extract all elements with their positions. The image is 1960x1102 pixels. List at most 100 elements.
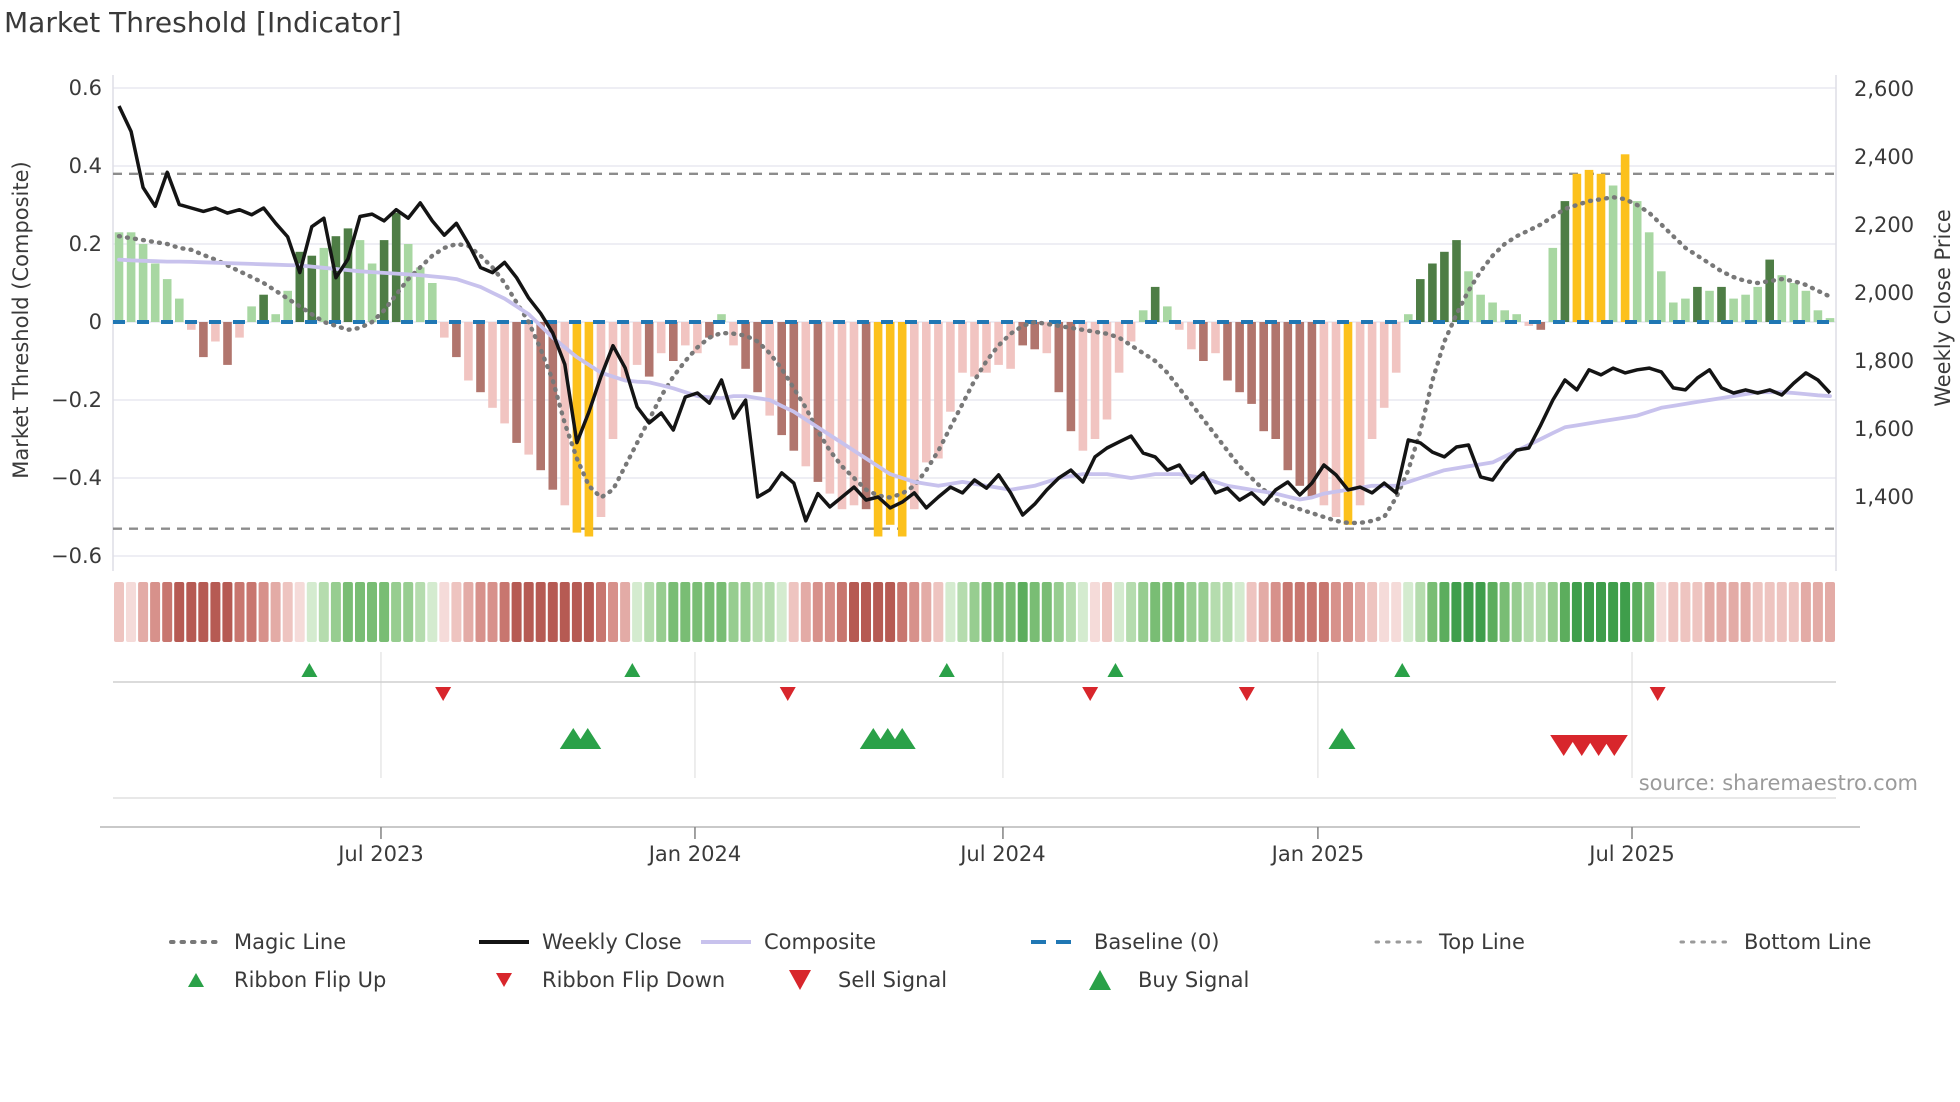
x-tick-label: Jan 2024: [647, 842, 742, 866]
ribbon-cell: [282, 582, 293, 642]
triangle-up-icon: [1089, 970, 1111, 990]
ribbon-cell: [1126, 582, 1137, 642]
sell-signal-marker: [1550, 735, 1578, 756]
bar: [1825, 318, 1835, 322]
bar: [1452, 240, 1461, 322]
bar: [1620, 154, 1630, 322]
right-tick-label: 1,600: [1854, 417, 1914, 441]
buy-signal-marker: [574, 728, 602, 749]
bar: [548, 322, 558, 490]
legend-item-ribbon-flip-up: Ribbon Flip Up: [168, 966, 386, 994]
ribbon-cell: [1065, 582, 1076, 642]
left-tick-label: 0.2: [69, 232, 102, 256]
bar: [367, 263, 377, 322]
left-tick-label: 0.4: [69, 154, 102, 178]
bar: [235, 322, 244, 338]
ribbon-cell: [246, 582, 257, 642]
ribbon-cell: [150, 582, 161, 642]
legend-label: Sell Signal: [838, 968, 948, 992]
bar: [1211, 322, 1220, 354]
ribbon-cell: [463, 582, 474, 642]
bar: [187, 322, 196, 330]
bar: [1464, 271, 1473, 322]
bar: [1199, 322, 1208, 361]
legend-item-weekly-close: Weekly Close: [476, 928, 682, 956]
ribbon-cell: [849, 582, 859, 642]
legend-item-top-line: Top Line: [1373, 928, 1525, 956]
ribbon-cell: [439, 582, 450, 642]
ribbon-cell: [1355, 582, 1365, 642]
ribbon-cell: [391, 582, 402, 642]
x-tick-label: Jan 2025: [1270, 842, 1365, 866]
ribbon-cell: [1306, 582, 1317, 642]
bar: [1813, 310, 1823, 322]
bar: [572, 322, 582, 533]
bar: [126, 232, 136, 322]
ribbon-cell: [1041, 582, 1052, 642]
bar: [1681, 298, 1690, 322]
ribbon-cell: [198, 582, 209, 642]
bar: [259, 294, 268, 322]
bar: [428, 283, 437, 322]
ribbon-cell: [1656, 582, 1667, 642]
ribbon-cell: [1210, 582, 1221, 642]
bar: [1657, 271, 1666, 322]
bar: [1789, 283, 1799, 322]
ribbon-cell: [668, 582, 679, 642]
bar: [910, 322, 919, 510]
ribbon-cell: [138, 582, 149, 642]
ribbon-cell: [885, 582, 896, 642]
bar: [1693, 286, 1702, 322]
ribbon-cell: [583, 582, 594, 642]
sell-signal-marker: [1600, 735, 1628, 756]
bar: [705, 322, 714, 338]
ribbon-cell: [1499, 582, 1510, 642]
bar: [1536, 322, 1546, 330]
ribbon-cell: [270, 582, 281, 642]
bar: [1018, 322, 1027, 346]
bar: [1235, 322, 1244, 393]
left-tick-label: −0.2: [51, 388, 102, 412]
solid-line-icon: [479, 940, 529, 944]
left-tick-label: 0: [89, 310, 102, 334]
ribbon-cell: [969, 582, 980, 642]
right-tick-label: 2,400: [1854, 145, 1914, 169]
dotted-line-icon: [1679, 940, 1733, 944]
bar: [1163, 306, 1172, 322]
ribbon-cell: [1234, 582, 1245, 642]
ribbon-cell: [499, 582, 510, 642]
ribbon-cell: [1282, 582, 1293, 642]
bar: [970, 322, 979, 377]
ribbon-cell: [330, 582, 341, 642]
ribbon-cell: [1608, 582, 1619, 642]
ribbon-cell: [1222, 582, 1233, 642]
ribbon-cell: [897, 582, 908, 642]
ribbon-cell: [1559, 582, 1570, 642]
ribbon-cell: [1270, 582, 1281, 642]
ribbon-cell: [1150, 582, 1161, 642]
right-tick-label: 2,200: [1854, 213, 1914, 237]
bar: [1608, 185, 1618, 322]
ribbon-cell: [451, 582, 462, 642]
ribbon-cell: [788, 582, 799, 642]
bar: [1042, 322, 1052, 354]
ribbon-cell: [427, 582, 438, 642]
ribbon-flip-up-marker: [301, 663, 318, 677]
ribbon-cell: [1668, 582, 1679, 642]
ribbon-cell: [379, 582, 390, 642]
composite-bars: [114, 154, 1835, 537]
ribbon-heatmap: [114, 582, 1835, 642]
ribbon-cell: [800, 582, 811, 642]
bar: [861, 322, 871, 510]
bar: [825, 322, 835, 494]
bar: [1632, 201, 1642, 322]
ribbon-cell: [1367, 582, 1378, 642]
bar: [307, 255, 317, 322]
bar: [584, 322, 594, 537]
bar: [560, 322, 570, 506]
axes: Jul 2023 Jan 2024 Jul 2024 Jan 2025 Jul 2025…: [51, 76, 1914, 866]
ribbon-flip-down-marker: [435, 687, 452, 701]
bar: [1560, 201, 1570, 322]
x-tick-label: Jul 2025: [1587, 842, 1674, 866]
bar: [440, 322, 449, 338]
